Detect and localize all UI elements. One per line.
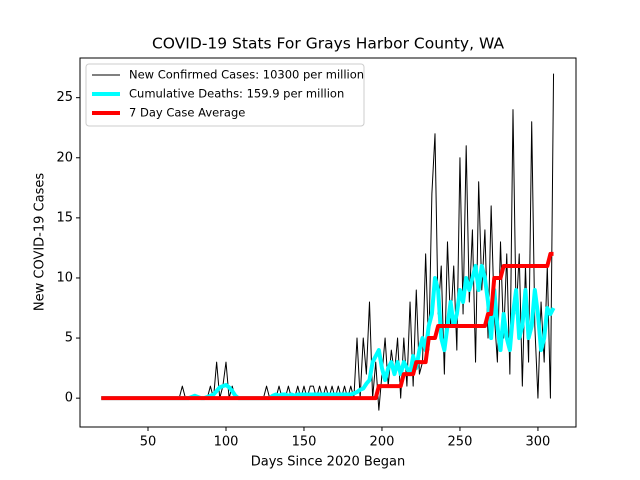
y-tick-label: 5 [65, 331, 73, 346]
legend-label: New Confirmed Cases: 10300 per million [129, 68, 364, 82]
x-tick-label: 200 [370, 435, 395, 450]
y-axis-label: New COVID-19 Cases [33, 173, 48, 311]
y-tick-label: 0 [65, 391, 73, 406]
plot-frame [79, 57, 577, 428]
y-tick-label: 20 [56, 150, 73, 165]
legend-label: Cumulative Deaths: 159.9 per million [129, 87, 344, 101]
y-tick-label: 25 [56, 90, 73, 105]
x-tick-label: 50 [140, 435, 157, 450]
series-line [101, 251, 554, 401]
x-tick-label: 300 [526, 435, 551, 450]
x-tick-label: 150 [292, 435, 317, 450]
y-tick-label: 10 [56, 270, 73, 285]
series-line [101, 263, 556, 401]
x-tick-label: 100 [214, 435, 239, 450]
legend-label: 7 Day Case Average [129, 106, 245, 120]
y-tick-label: 15 [56, 210, 73, 225]
x-axis-label: Days Since 2020 Began [251, 455, 406, 470]
chart-title: COVID-19 Stats For Grays Harbor County, … [152, 35, 504, 53]
x-tick-label: 250 [448, 435, 473, 450]
legend-box [85, 63, 365, 127]
